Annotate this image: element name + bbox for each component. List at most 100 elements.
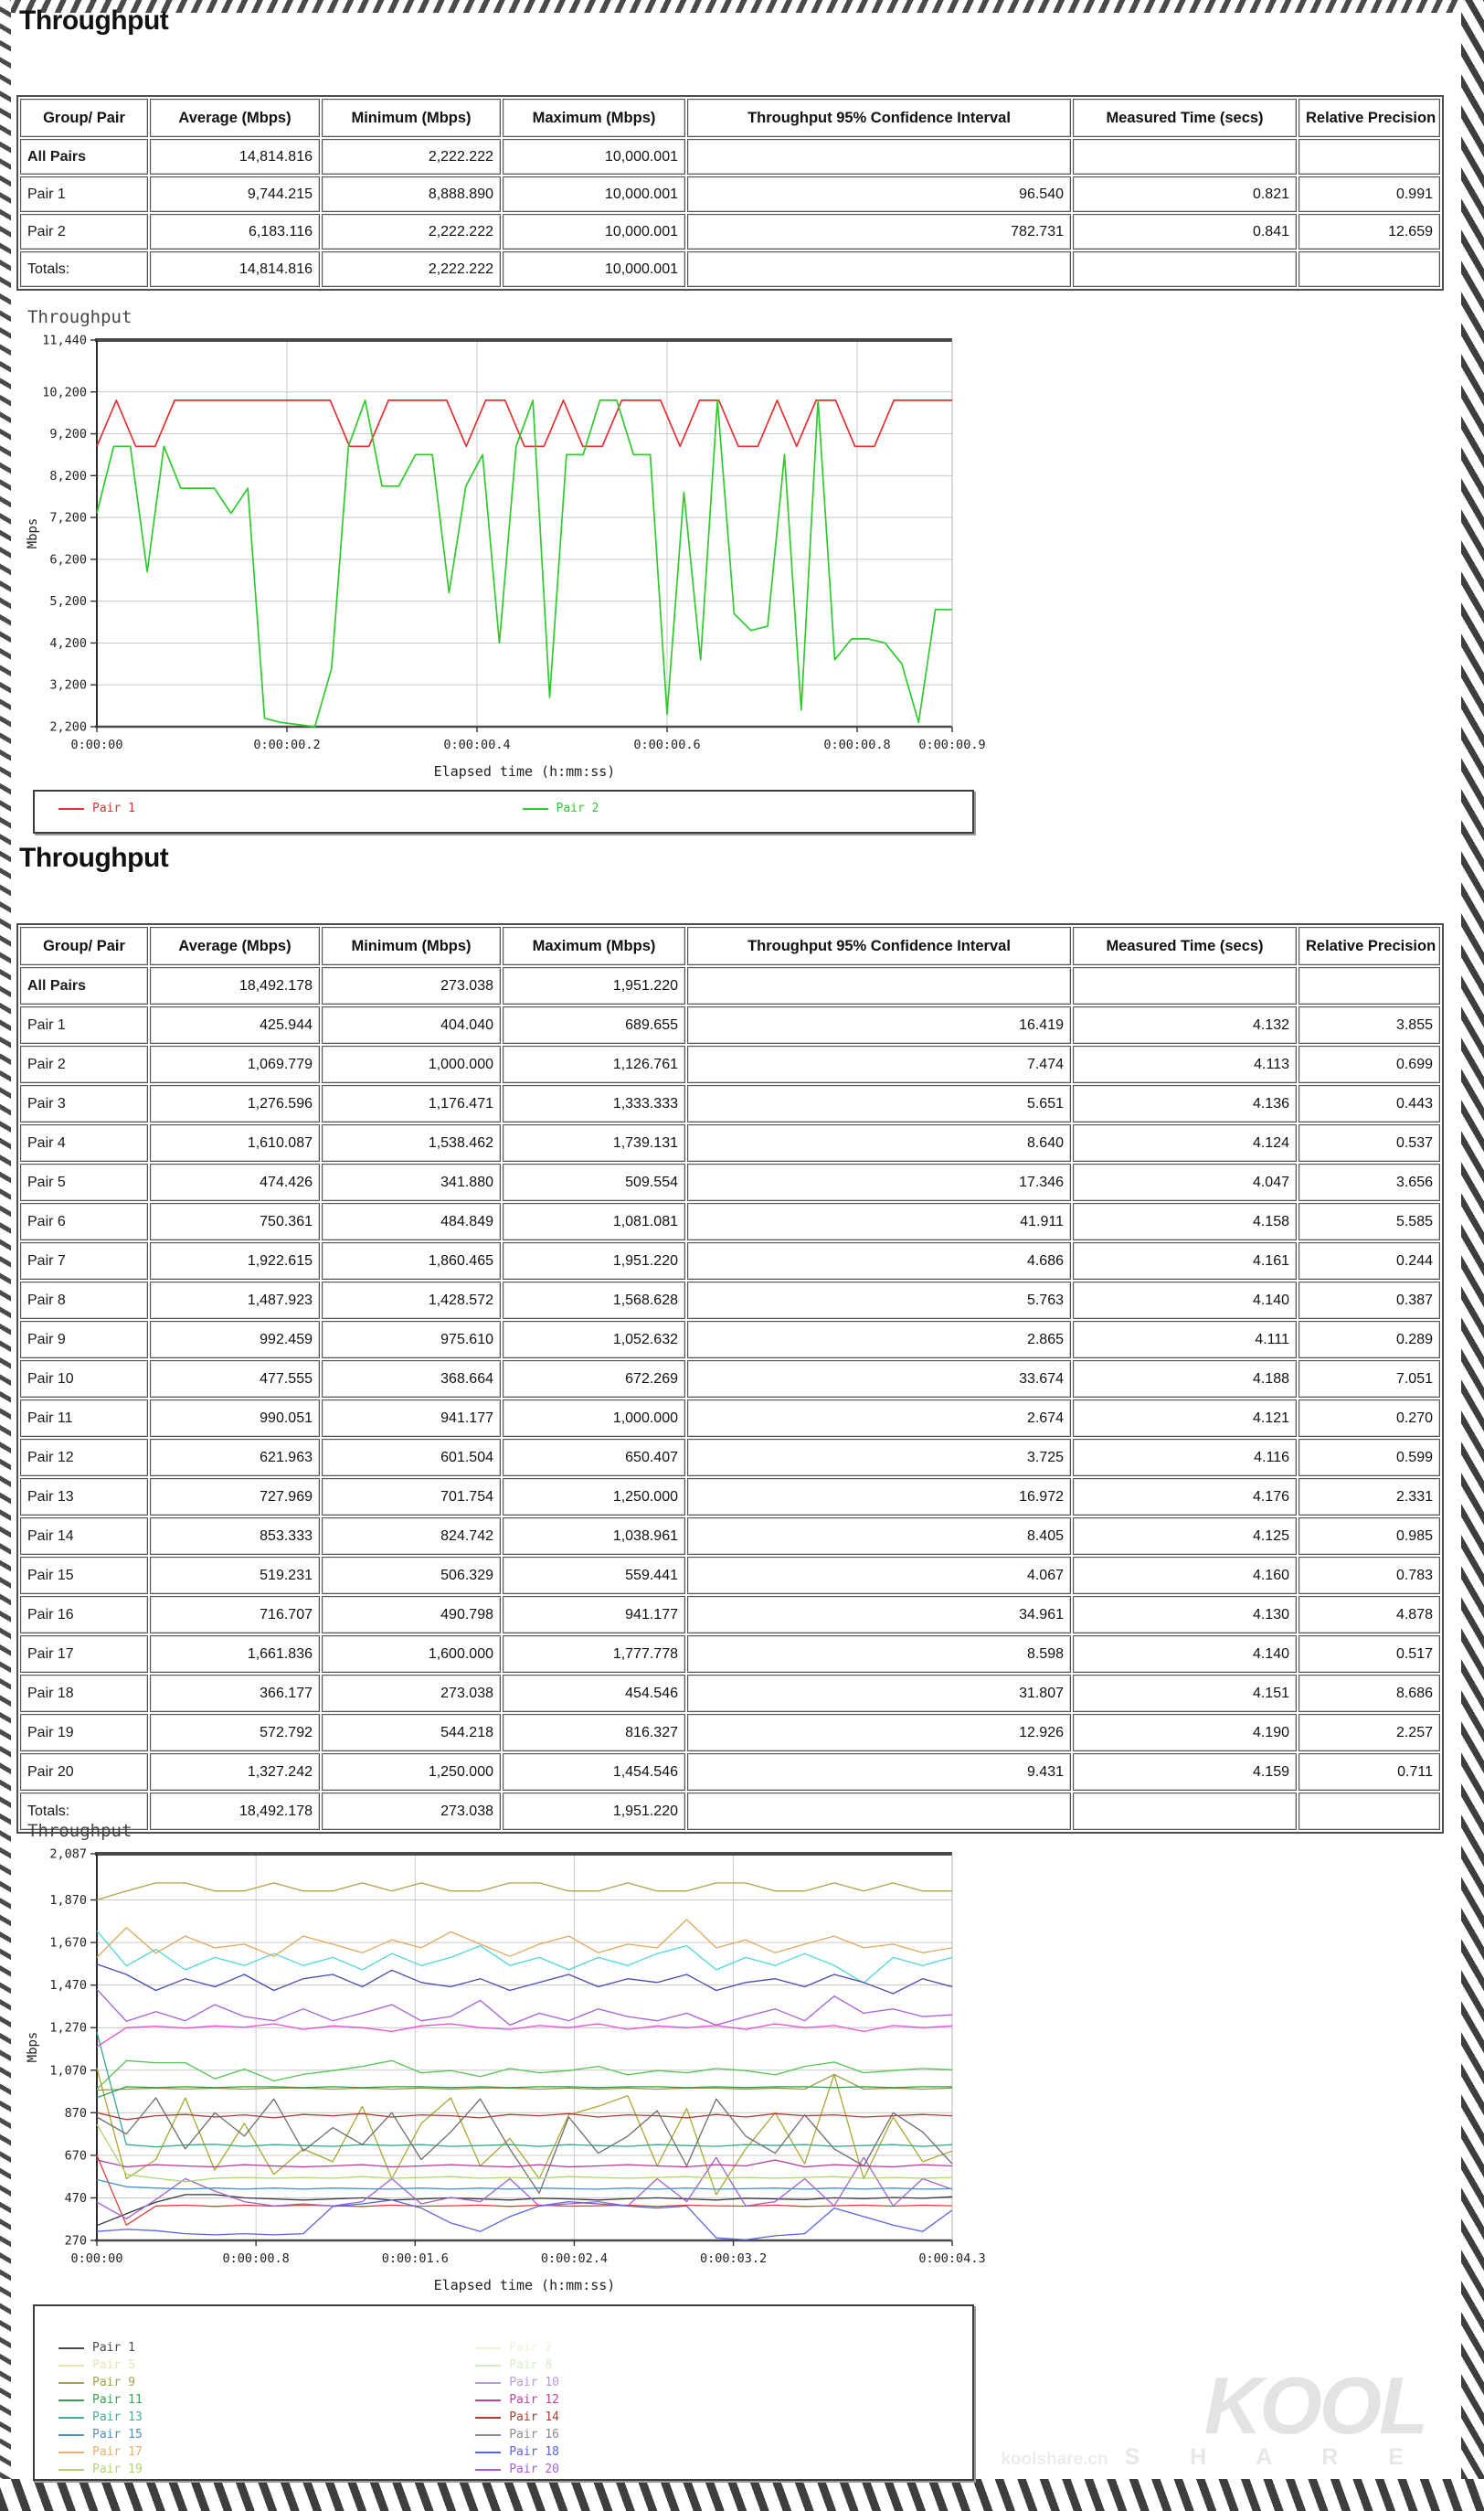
cell-value: 990.051 [150,1399,320,1437]
legend-label: Pair 8 [509,2358,553,2372]
cell-value: 1,951.220 [503,967,685,1005]
legend-item: Pair 17 [58,2443,143,2461]
cell-value: 0.599 [1298,1439,1440,1476]
section1-title: Throughput [19,5,169,36]
series-Pair 1 [96,2194,953,2227]
chart1-legend: Pair 1 Pair 2 [33,790,974,834]
column-header: Maximum (Mbps) [503,99,685,137]
svg-text:1,470: 1,470 [49,1978,87,1993]
header-row: Group/ Pair Average (Mbps) Minimum (Mbps) M… [20,927,1440,965]
cell-value [1073,1793,1297,1830]
cell-value: 1,487.923 [150,1282,320,1319]
svg-text:0:00:00: 0:00:00 [71,738,123,752]
svg-text:6,200: 6,200 [49,552,87,567]
legend-item: Pair 9 [58,2374,143,2391]
cell-value: 853.333 [150,1517,320,1555]
cell-value: 601.504 [322,1439,501,1476]
cell-value: 1,276.596 [150,1085,320,1123]
table-row: Pair 3 1,276.596 1,176.471 1,333.333 5.651 4.… [20,1085,1440,1123]
legend-color-dash [475,2399,502,2401]
table-row: Pair 7 1,922.615 1,860.465 1,951.220 4.686 4.… [20,1242,1440,1280]
throughput-chart-block-2: Throughput 2,087 1,870 1,670 1,470 1,270 1,07… [22,1821,991,2301]
cell-value: 1,038.961 [503,1517,685,1555]
section2-title: Throughput [19,843,169,873]
svg-text:0:00:00.8: 0:00:00.8 [223,2251,290,2266]
legend-item: Pair 19 [58,2461,143,2478]
table-row: Pair 6 750.361 484.849 1,081.081 41.911 4.158… [20,1203,1440,1240]
svg-text:11,440: 11,440 [42,334,87,348]
cell-value: 1,081.081 [503,1203,685,1240]
legend-color-dash [58,2381,84,2384]
row-label: Pair 5 [20,1164,148,1201]
column-header: Throughput 95% Confidence Interval [687,99,1071,137]
cell-value [1298,139,1440,175]
cell-value: 454.546 [503,1675,685,1712]
cell-value: 0.537 [1298,1124,1440,1162]
cell-value: 9.431 [687,1753,1071,1791]
svg-text:0:00:00.8: 0:00:00.8 [823,738,890,752]
column-header: Minimum (Mbps) [322,99,501,137]
cell-value [1073,967,1297,1005]
cell-value: 7.474 [687,1046,1071,1083]
x-axis-ticks: 0:00:00 0:00:00.2 0:00:00.4 0:00:00.6 0:00:0… [71,727,986,752]
row-label: Pair 18 [20,1675,148,1712]
throughput-table-2: Group/ Pair Average (Mbps) Minimum (Mbps) M… [16,923,1444,1834]
cell-value: 1,538.462 [322,1124,501,1162]
axes [95,338,953,729]
cell-value [1298,251,1440,287]
cell-value: 4.047 [1073,1164,1297,1201]
svg-text:5,200: 5,200 [49,594,87,609]
x-axis-label: Elapsed time (h:mm:ss) [434,763,616,780]
series-Pair 1 [96,399,952,448]
column-header: Average (Mbps) [150,927,320,965]
column-header: Group/ Pair [20,927,148,965]
cell-value: 716.707 [150,1596,320,1633]
cell-value: 477.555 [150,1360,320,1398]
table-row: Totals: 14,814.816 2,222.222 10,000.001 [20,251,1440,287]
row-label: Pair 13 [20,1478,148,1516]
svg-text:1,270: 1,270 [49,2021,87,2036]
cell-value: 689.655 [503,1006,685,1044]
cell-value: 506.329 [322,1557,501,1594]
svg-text:0:00:01.6: 0:00:01.6 [382,2251,449,2266]
row-label: Pair 14 [20,1517,148,1555]
cell-value: 18,492.178 [150,1793,320,1830]
chart2-legend-left-column: Pair 1 Pair 5 Pair 9 Pair 11 Pair 13 Pair 15 P… [58,2339,143,2478]
table-row: Pair 12 621.963 601.504 650.407 3.725 4.116 0.… [20,1439,1440,1476]
table-row: Pair 8 1,487.923 1,428.572 1,568.628 5.763 4.… [20,1282,1440,1319]
cell-value: 9,744.215 [150,176,320,212]
table-row: All Pairs 14,814.816 2,222.222 10,000.001 [20,139,1440,175]
row-label: Pair 10 [20,1360,148,1398]
legend-item: Pair 1 [58,800,135,817]
row-label: Pair 3 [20,1085,148,1123]
cell-value [687,139,1071,175]
series-lines [96,399,952,728]
cell-value: 1,951.220 [503,1242,685,1280]
legend-label: Pair 13 [92,2410,143,2424]
row-label: All Pairs [20,967,148,1005]
row-label: Pair 7 [20,1242,148,1280]
cell-value: 4.188 [1073,1360,1297,1398]
cell-value: 672.269 [503,1360,685,1398]
cell-value: 1,922.615 [150,1242,320,1280]
legend-label: Pair 15 [92,2428,143,2442]
legend-label: Pair 18 [509,2445,560,2459]
series-Pair 18 [96,2199,953,2240]
cell-value: 1,250.000 [503,1478,685,1516]
legend-item: Pair 18 [475,2443,559,2461]
legend-color-dash [475,2468,502,2471]
series-Pair 4 [96,1930,953,1984]
legend-label: Pair 9 [92,2376,135,2389]
cell-value: 33.674 [687,1360,1071,1398]
table-row: Pair 5 474.426 341.880 509.554 17.346 4.047 3.… [20,1164,1440,1201]
series-Pair 2 [96,2059,953,2091]
cell-value: 750.361 [150,1203,320,1240]
cell-value: 96.540 [687,176,1071,212]
cell-value: 4.190 [1073,1714,1297,1751]
row-label: Pair 20 [20,1753,148,1791]
cell-value: 4.111 [1073,1321,1297,1358]
row-label: Pair 9 [20,1321,148,1358]
cell-value: 14,814.816 [150,139,320,175]
torn-edge-top [0,0,1484,13]
row-label: Pair 8 [20,1282,148,1319]
